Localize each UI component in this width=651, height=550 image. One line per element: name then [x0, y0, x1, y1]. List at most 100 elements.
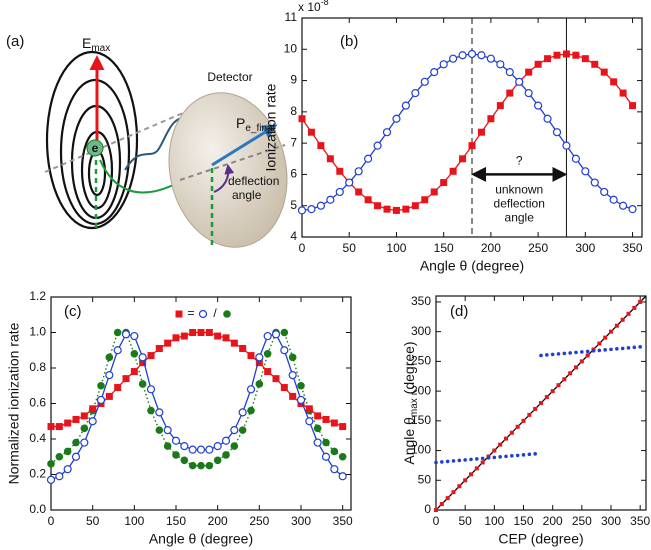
marker	[609, 329, 613, 334]
marker	[96, 395, 106, 405]
y-tick-label: 0.0	[29, 502, 46, 516]
marker	[638, 345, 642, 349]
x-axis-label: Angle θ (degree)	[149, 531, 253, 547]
marker	[188, 461, 197, 470]
y-tick-label: 0.4	[29, 431, 46, 445]
marker	[239, 344, 247, 352]
marker	[164, 339, 172, 347]
orbit-ellipses	[45, 50, 139, 230]
marker	[305, 417, 314, 426]
marker	[80, 424, 89, 433]
marker	[172, 451, 180, 459]
marker	[504, 436, 508, 441]
x-tick-label: 50	[343, 241, 357, 255]
y-tick-label: 4	[290, 229, 297, 243]
marker	[322, 415, 330, 423]
chart-panel: 0 50 100 150 200 250 300 350 0 50 100 150 200 250 300 3…	[411, 294, 651, 528]
momentum-label: Pe_final	[236, 115, 275, 134]
marker	[373, 141, 382, 150]
marker	[492, 455, 497, 460]
marker	[113, 328, 122, 337]
marker	[313, 424, 322, 433]
marker	[581, 55, 589, 63]
marker	[401, 101, 410, 110]
marker	[439, 502, 444, 507]
y-tick-label: 7	[290, 135, 297, 149]
marker	[155, 426, 164, 434]
marker	[88, 417, 97, 426]
marker	[180, 332, 188, 340]
label-rest: (degree)	[401, 341, 417, 398]
marker	[590, 178, 599, 187]
marker	[527, 452, 532, 457]
marker	[459, 155, 467, 163]
marker	[421, 196, 429, 204]
label-base: Angle θ	[401, 417, 417, 465]
y-tick-label: 0.6	[29, 396, 46, 410]
marker	[615, 347, 619, 351]
x-tick-label: 350	[623, 241, 643, 255]
y-scale-label: x 10-8	[298, 0, 329, 14]
marker	[214, 332, 222, 340]
y-tick-label: 50	[418, 472, 432, 486]
marker	[597, 341, 602, 346]
marker	[487, 115, 495, 123]
marker	[515, 453, 520, 458]
marker	[163, 426, 172, 435]
marker	[55, 423, 63, 431]
marker	[496, 60, 505, 69]
marker	[556, 352, 561, 356]
marker	[64, 419, 72, 427]
marker	[188, 445, 197, 454]
marker	[297, 381, 305, 390]
legend-text: =	[187, 306, 194, 320]
marker	[374, 202, 382, 210]
marker	[172, 334, 180, 342]
marker	[486, 456, 491, 460]
marker	[55, 472, 64, 481]
y-axis-label: Angle θmax (degree)	[401, 341, 420, 464]
marker	[139, 359, 147, 367]
marker	[255, 353, 264, 362]
marker	[247, 352, 255, 360]
marker	[189, 329, 197, 336]
marker	[534, 60, 542, 68]
y-tick-label: 1.0	[29, 325, 46, 339]
squiggle	[124, 117, 183, 171]
marker	[105, 353, 114, 362]
legend-symbol	[198, 309, 208, 319]
marker	[138, 353, 147, 362]
marker	[572, 51, 580, 59]
marker	[155, 408, 164, 417]
marker	[307, 128, 315, 136]
marker	[326, 155, 334, 163]
marker	[288, 371, 297, 380]
marker	[600, 187, 609, 197]
marker	[585, 353, 590, 358]
marker	[263, 331, 272, 341]
marker	[610, 78, 618, 86]
marker	[477, 51, 486, 60]
marker	[480, 460, 485, 465]
marker	[430, 68, 439, 77]
marker	[213, 442, 222, 451]
marker	[609, 347, 613, 352]
annotation-text: unknown	[495, 183, 543, 197]
legend-symbol	[175, 310, 183, 318]
angle-label: angle	[232, 188, 262, 202]
y-tick-label: 300	[411, 324, 431, 338]
marker	[335, 187, 344, 197]
marker	[440, 460, 444, 464]
marker	[574, 365, 578, 370]
y-tick-label: 0.8	[29, 360, 46, 374]
marker	[296, 395, 306, 405]
marker	[307, 205, 316, 214]
marker	[480, 456, 485, 461]
marker	[619, 89, 627, 97]
y-axis-label: Ionization rate	[263, 83, 279, 171]
x-tick-label: 50	[86, 514, 100, 528]
marker	[147, 352, 155, 360]
x-tick-label: 200	[543, 514, 563, 528]
marker	[626, 311, 631, 316]
marker	[355, 188, 363, 196]
